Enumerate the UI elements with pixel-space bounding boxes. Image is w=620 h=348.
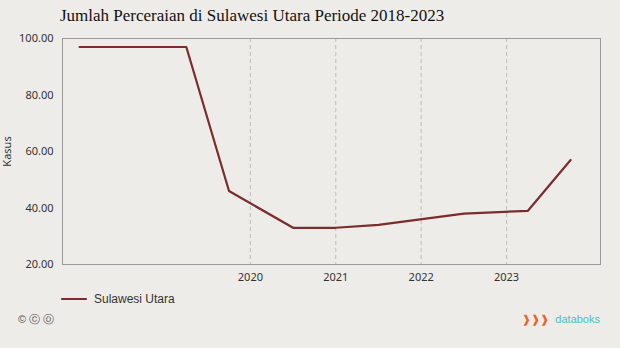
svg-text:80.00: 80.00 (25, 87, 53, 102)
svg-text:2020: 2020 (238, 269, 263, 284)
svg-text:Kasus: Kasus (0, 136, 14, 166)
svg-text:40.00: 40.00 (25, 200, 53, 215)
svg-text:60.00: 60.00 (25, 143, 53, 158)
svg-text:2023: 2023 (494, 269, 519, 284)
svg-text:100.00: 100.00 (19, 30, 53, 45)
svg-text:20.00: 20.00 (25, 256, 53, 271)
html-text:Sulawesi Utara: Sulawesi Utara (94, 292, 175, 306)
svg-text:2022: 2022 (409, 269, 434, 284)
svg-text:2021: 2021 (323, 269, 348, 284)
html-text:databoks: databoks (555, 312, 600, 325)
html-text:Jumlah Perceraian di Sulawesi: Jumlah Perceraian di Sulawesi Utara Peri… (60, 6, 445, 25)
